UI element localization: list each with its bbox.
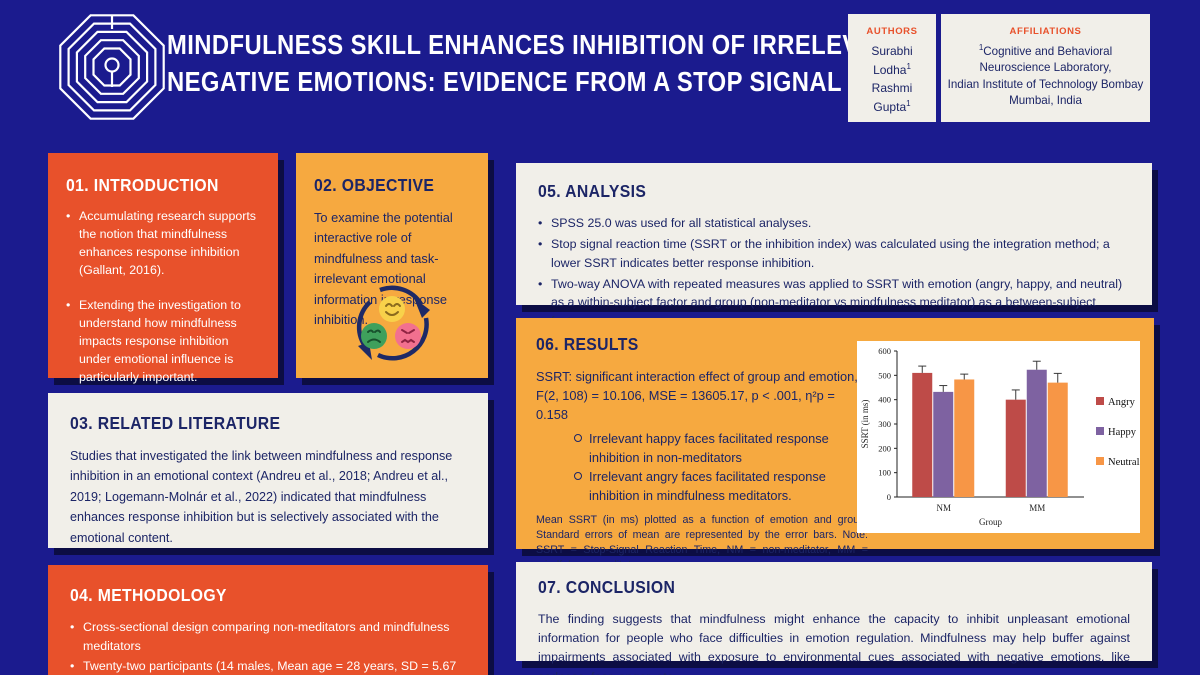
authors-column: AUTHORS Surabhi Lodha1 Rashmi Gupta1	[848, 14, 936, 122]
credits-box: AUTHORS Surabhi Lodha1 Rashmi Gupta1 AFF…	[848, 14, 1150, 122]
introduction-heading: 01. INTRODUCTION	[66, 175, 219, 195]
list-item: Accumulating research supports the notio…	[66, 208, 260, 280]
section-introduction: 01. INTRODUCTION Accumulating research s…	[48, 153, 278, 384]
svg-text:Angry: Angry	[1108, 397, 1136, 408]
section-analysis: 05. ANALYSIS SPSS 25.0 was used for all …	[516, 163, 1152, 328]
sad-face-icon	[361, 323, 387, 349]
svg-text:400: 400	[878, 395, 891, 405]
author-name: Surabhi Lodha1	[854, 42, 930, 79]
results-statistics: F(2, 108) = 10.106, MSE = 13605.17, p < …	[536, 388, 835, 423]
section-related-literature: 03. RELATED LITERATURE Studies that inve…	[48, 393, 488, 548]
svg-text:MM: MM	[1029, 503, 1045, 513]
happy-face-icon	[379, 296, 405, 322]
list-item: Extending the investigation to understan…	[66, 297, 260, 387]
introduction-bullets: Accumulating research supports the notio…	[66, 208, 260, 387]
svg-text:100: 100	[878, 468, 891, 478]
svg-text:0: 0	[887, 492, 891, 502]
arrowhead-icon	[414, 298, 430, 318]
methodology-heading: 04. METHODOLOGY	[70, 585, 227, 605]
list-item: Twenty-two participants (14 males, Mean …	[70, 657, 466, 675]
author-sup: 1	[906, 61, 911, 71]
svg-text:SSRT (in ms): SSRT (in ms)	[860, 400, 870, 449]
author-name: Rashmi Gupta1	[854, 79, 930, 116]
conclusion-heading: 07. CONCLUSION	[538, 577, 676, 597]
svg-text:Happy: Happy	[1108, 427, 1137, 438]
section-results: 06. RESULTS SSRT: significant interactio…	[516, 318, 1154, 571]
affiliation-line2: Indian Institute of Technology Bombay	[947, 77, 1144, 91]
affiliation-sup: 1	[978, 43, 984, 52]
svg-text:NM: NM	[936, 503, 951, 513]
conclusion-text: The finding suggests that mindfulness mi…	[538, 612, 1130, 675]
objective-heading: 02. OBJECTIVE	[314, 175, 435, 195]
svg-text:500: 500	[878, 370, 891, 380]
methodology-bullets: Cross-sectional design comparing non-med…	[70, 618, 466, 675]
labyrinth-logo-icon	[52, 7, 172, 127]
results-sub-bullets: Irrelevant happy faces facilitated respo…	[574, 429, 868, 506]
list-item: Irrelevant happy faces facilitated respo…	[574, 429, 868, 467]
affiliation-line1: Cognitive and Behavioral Neuroscience La…	[979, 44, 1113, 75]
section-objective: 02. OBJECTIVE To examine the potential i…	[296, 153, 488, 378]
affiliation-line3: Mumbai, India	[1009, 94, 1082, 108]
svg-text:600: 600	[878, 346, 891, 356]
analysis-bullets: SPSS 25.0 was used for all statistical a…	[538, 214, 1130, 330]
poster-title: MINDFULNESS SKILL ENHANCES INHIBITION OF…	[167, 26, 913, 100]
related-literature-heading: 03. RELATED LITERATURE	[70, 413, 281, 433]
list-item: SPSS 25.0 was used for all statistical a…	[538, 214, 1130, 233]
angry-face-icon	[395, 323, 421, 349]
author-name-text: Surabhi Lodha	[871, 44, 913, 77]
poster-title-line2: NEGATIVE EMOTIONS: EVIDENCE FROM A STOP …	[167, 66, 914, 97]
authors-label: AUTHORS	[866, 26, 918, 37]
svg-text:Neutral: Neutral	[1108, 457, 1140, 468]
results-heading: 06. RESULTS	[536, 334, 639, 354]
affiliation-text: 1Cognitive and Behavioral Neuroscience L…	[947, 42, 1144, 110]
poster-title-line1: MINDFULNESS SKILL ENHANCES INHIBITION OF…	[167, 29, 908, 60]
list-item: Stop signal reaction time (SSRT or the i…	[538, 235, 1130, 272]
section-conclusion: 07. CONCLUSION The finding suggests that…	[516, 562, 1152, 675]
related-literature-text: Studies that investigated the link betwe…	[70, 449, 453, 545]
list-item: Cross-sectional design comparing non-med…	[70, 618, 466, 655]
svg-text:Group: Group	[979, 517, 1002, 527]
results-lead: SSRT: significant interaction effect of …	[536, 369, 858, 384]
emotion-cycle-icon	[344, 278, 440, 370]
ssrt-bar-chart: 0 100 200 300 400 500 600 NM MM Group SSRT (in ms)…	[857, 341, 1140, 533]
svg-text:200: 200	[878, 443, 891, 453]
affiliations-column: AFFILIATIONS 1Cognitive and Behavioral N…	[941, 14, 1150, 122]
affiliations-label: AFFILIATIONS	[1009, 26, 1082, 37]
svg-text:300: 300	[878, 419, 891, 429]
credits-divider	[936, 14, 941, 122]
list-item: Irrelevant angry faces facilitated respo…	[574, 467, 868, 505]
section-methodology: 04. METHODOLOGY Cross-sectional design c…	[48, 565, 488, 675]
analysis-heading: 05. ANALYSIS	[538, 181, 647, 201]
author-sup: 1	[906, 98, 911, 108]
author-name-text: Rashmi Gupta	[871, 81, 913, 114]
results-text-column: SSRT: significant interaction effect of …	[536, 367, 868, 572]
